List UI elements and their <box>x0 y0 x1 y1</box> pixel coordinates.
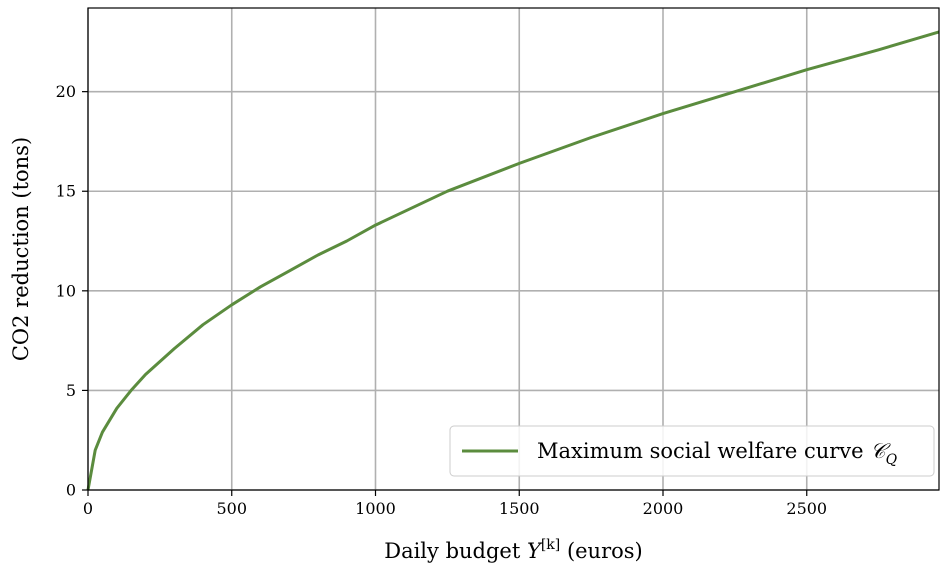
grid <box>87 8 939 491</box>
plot-frame <box>87 7 940 491</box>
y-axis-label: CO2 reduction (tons) <box>9 137 33 361</box>
x-tick-label: 2500 <box>786 499 827 518</box>
y-tick-label: 10 <box>56 281 76 300</box>
series-layer <box>86 30 940 491</box>
x-tick-label: 0 <box>83 499 93 518</box>
ticks: 0 500 1000 1500 2000 2500 0 5 10 15 20 <box>56 82 827 518</box>
x-tick-label: 2000 <box>643 499 684 518</box>
legend-label-sub: Q <box>886 452 898 468</box>
x-axis-label: Daily budget Y[k] (euros) <box>384 537 643 563</box>
x-axis-label-suffix: (euros) <box>560 539 642 563</box>
x-tick-label: 1000 <box>355 499 396 518</box>
x-axis-label-prefix: Daily budget <box>384 539 527 563</box>
legend-label-text: Maximum social welfare curve <box>537 439 870 463</box>
y-tick-label: 0 <box>66 481 76 500</box>
y-tick-label: 5 <box>66 381 76 400</box>
y-tick-label: 20 <box>56 82 76 101</box>
x-tick-label: 1500 <box>499 499 540 518</box>
legend-box <box>449 425 935 477</box>
x-tick-label: 500 <box>216 499 247 518</box>
y-tick-label: 15 <box>56 182 76 201</box>
x-axis-label-var: Y <box>527 539 543 563</box>
legend: Maximum social welfare curve 𝒞Q <box>449 425 935 477</box>
x-axis-label-sup: [k] <box>541 537 560 553</box>
series-line <box>86 30 940 491</box>
